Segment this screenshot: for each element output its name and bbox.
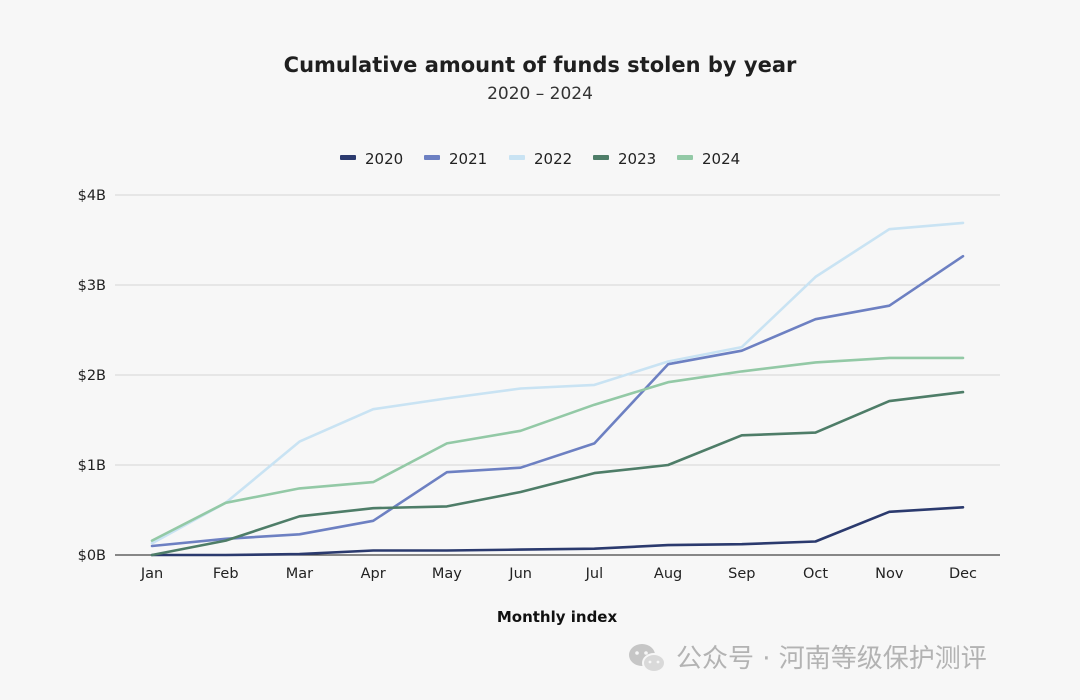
y-axis-ticks: $0B $1B $2B $3B $4B — [78, 188, 106, 564]
series-line-2022 — [150, 221, 965, 545]
wechat-icon — [629, 644, 666, 673]
x-tick-label: Nov — [875, 566, 904, 582]
y-tick-label: $3B — [78, 278, 106, 294]
x-tick-label: May — [432, 566, 462, 582]
legend-label: 2022 — [534, 150, 572, 168]
x-tick-label: Sep — [728, 566, 755, 582]
x-tick-label: Jul — [585, 566, 604, 582]
watermark-text: 公众号 · 河南等级保护测评 — [676, 644, 987, 674]
legend-label: 2020 — [365, 150, 403, 168]
legend-swatch — [424, 155, 440, 160]
legend-swatch — [677, 155, 693, 160]
legend-label: 2021 — [449, 150, 487, 168]
y-tick-label: $0B — [78, 548, 106, 564]
legend-swatch — [509, 155, 525, 160]
legend-label: 2023 — [618, 150, 656, 168]
series-line-2023 — [150, 390, 965, 557]
x-axis-ticks: Jan Feb Mar Apr May Jun Jul Aug Sep Oct Nov Dec — [140, 566, 977, 582]
legend-swatch — [593, 155, 609, 160]
series-line-2021 — [150, 254, 965, 548]
y-tick-label: $4B — [78, 188, 106, 204]
x-tick-label: Feb — [213, 566, 239, 582]
x-tick-label: Apr — [361, 566, 386, 582]
x-tick-label: Jun — [508, 566, 532, 582]
legend: 2020 2021 2022 2023 2024 — [340, 150, 740, 168]
legend-swatch — [340, 155, 356, 160]
chart-subtitle: 2020 – 2024 — [487, 84, 593, 104]
x-tick-label: Jan — [140, 566, 163, 582]
watermark: 公众号 · 河南等级保护测评 — [629, 644, 987, 674]
series-line-2024 — [150, 356, 965, 542]
y-tick-label: $2B — [78, 368, 106, 384]
x-axis-title: Monthly index — [497, 608, 618, 626]
gridlines — [115, 194, 1000, 556]
x-tick-label: Dec — [949, 566, 977, 582]
chart-title: Cumulative amount of funds stolen by yea… — [284, 53, 797, 77]
series-line-2020 — [150, 505, 965, 557]
x-tick-label: Mar — [286, 566, 313, 582]
y-tick-label: $1B — [78, 458, 106, 474]
x-tick-label: Oct — [803, 566, 828, 582]
legend-label: 2024 — [702, 150, 740, 168]
x-tick-label: Aug — [654, 566, 682, 582]
series-lines — [150, 221, 965, 557]
